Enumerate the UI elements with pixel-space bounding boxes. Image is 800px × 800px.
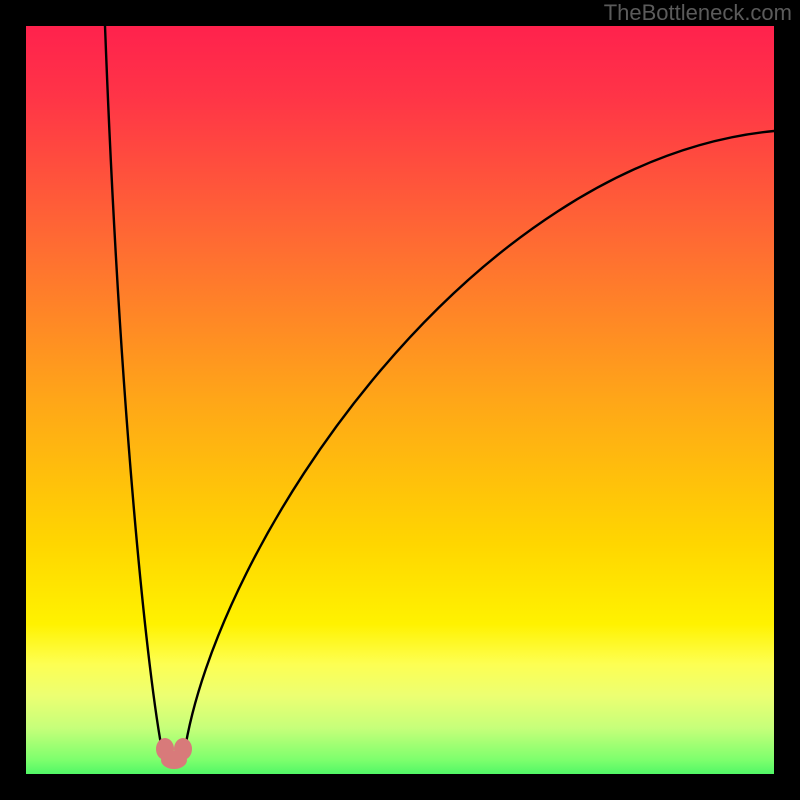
chart-canvas: TheBottleneck.com (0, 0, 800, 800)
bottleneck-chart-svg (0, 0, 800, 800)
gradient-background (0, 0, 800, 800)
